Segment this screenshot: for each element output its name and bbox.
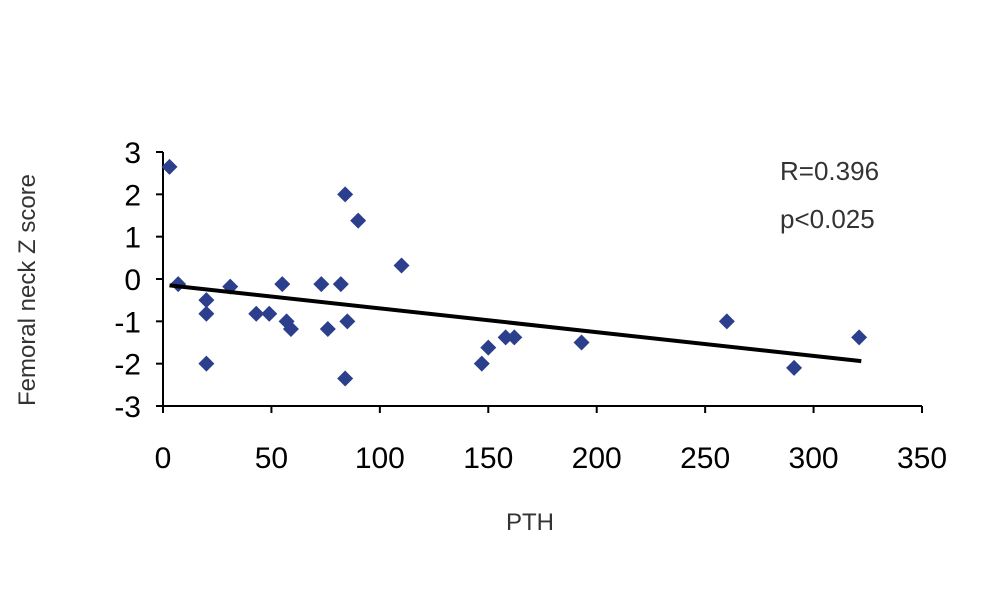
data-point: [473, 355, 490, 372]
data-point: [313, 276, 330, 293]
annotation-p: p<0.025: [780, 204, 875, 234]
data-point: [786, 359, 803, 376]
data-point: [851, 329, 868, 346]
y-tick-label: 3: [124, 137, 141, 170]
data-points: [161, 158, 868, 387]
y-axis-label: Femoral neck Z score: [14, 174, 41, 406]
x-tick-label: 300: [789, 442, 839, 475]
x-tick-label: 200: [572, 442, 622, 475]
y-tick-label: -3: [114, 391, 141, 424]
x-tick-label: 50: [255, 442, 288, 475]
x-tick-label: 0: [155, 442, 172, 475]
data-point: [198, 355, 215, 372]
data-point: [350, 212, 367, 229]
data-point: [480, 339, 497, 356]
data-point: [261, 305, 278, 322]
y-tick-label: -2: [114, 349, 141, 382]
data-point: [573, 334, 590, 351]
data-point: [718, 313, 735, 330]
data-point: [337, 370, 354, 387]
annotation-r: R=0.396: [780, 156, 879, 186]
y-tick-label: -1: [114, 306, 141, 339]
x-axis-label: PTH: [506, 509, 554, 536]
data-point: [282, 320, 299, 337]
data-point: [506, 329, 523, 346]
axes: 0 50 100 150 200 250 300 350 3 2 1 0 -1 -2 -3: [114, 137, 947, 475]
data-point: [248, 305, 265, 322]
data-point: [198, 292, 215, 309]
x-tick-label: 100: [355, 442, 405, 475]
data-point: [332, 276, 349, 293]
trendline-group: [169, 283, 862, 364]
data-point: [161, 158, 178, 175]
x-tick-label: 150: [463, 442, 513, 475]
x-tick-label: 250: [680, 442, 730, 475]
trendline: [169, 283, 862, 364]
data-point: [337, 186, 354, 203]
y-tick-label: 0: [124, 264, 141, 297]
data-point: [319, 320, 336, 337]
data-point: [497, 329, 514, 346]
data-point: [393, 257, 410, 274]
data-point: [274, 276, 291, 293]
y-tick-label: 2: [124, 179, 141, 212]
y-tick-label: 1: [124, 222, 141, 255]
data-point: [339, 313, 356, 330]
x-tick-label: 350: [897, 442, 947, 475]
data-point: [198, 305, 215, 322]
